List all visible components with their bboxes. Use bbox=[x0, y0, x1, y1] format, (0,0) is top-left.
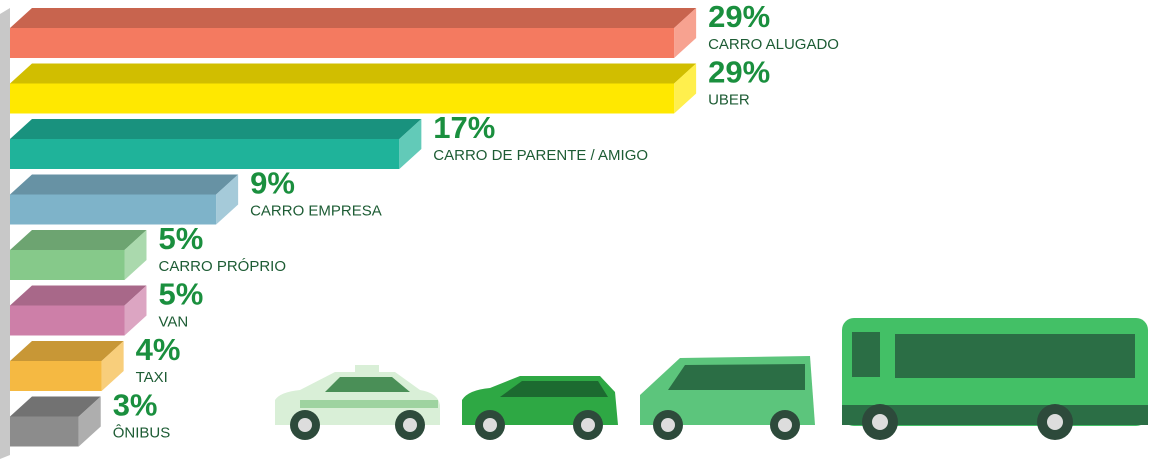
category-label: VAN bbox=[159, 313, 189, 330]
value-label: 29% bbox=[708, 55, 770, 90]
bar-front bbox=[10, 416, 79, 447]
bar-front bbox=[10, 361, 102, 391]
bar-side-shade bbox=[674, 63, 697, 114]
value-label: 5% bbox=[159, 277, 204, 312]
bar-front bbox=[10, 139, 400, 169]
bar-side bbox=[674, 63, 697, 114]
bar-top bbox=[10, 396, 101, 417]
bus-illustration bbox=[842, 318, 1148, 440]
bar-top-shade bbox=[10, 230, 147, 250]
bar bbox=[10, 8, 697, 58]
wall bbox=[0, 8, 10, 459]
category-label: CARRO DE PARENTE / AMIGO bbox=[433, 147, 648, 164]
bar-side-shade bbox=[101, 341, 124, 391]
bar-top bbox=[10, 119, 422, 139]
bar-side-shade bbox=[216, 174, 239, 225]
bar-side bbox=[674, 8, 697, 58]
bar-top-shade bbox=[10, 285, 147, 306]
bar-side bbox=[124, 230, 147, 280]
value-label: 3% bbox=[113, 388, 158, 423]
car-illustration bbox=[462, 376, 618, 440]
bar bbox=[10, 174, 239, 225]
value-label: 5% bbox=[159, 221, 204, 256]
value-label: 29% bbox=[708, 0, 770, 34]
category-label: ÔNIBUS bbox=[113, 424, 171, 441]
bar-front bbox=[10, 28, 675, 58]
bar-top bbox=[10, 174, 239, 195]
category-label: UBER bbox=[708, 91, 750, 108]
bar-top-shade bbox=[10, 119, 422, 139]
bar-top-shade bbox=[10, 63, 697, 84]
bar-top bbox=[10, 8, 697, 28]
bar bbox=[10, 230, 147, 280]
bar-top bbox=[10, 341, 124, 361]
bar-front bbox=[10, 83, 675, 114]
bar bbox=[10, 119, 422, 169]
bar bbox=[10, 63, 697, 114]
category-label: TAXI bbox=[136, 369, 168, 386]
bar-side-shade bbox=[124, 230, 147, 280]
bar bbox=[10, 341, 124, 391]
bar-top bbox=[10, 230, 147, 250]
bar bbox=[10, 396, 101, 447]
bar-side-shade bbox=[399, 119, 422, 169]
bar-side-shade bbox=[674, 8, 697, 58]
van-illustration bbox=[640, 356, 815, 440]
value-label: 4% bbox=[136, 332, 181, 367]
bar bbox=[10, 285, 147, 336]
category-label: CARRO PRÓPRIO bbox=[159, 258, 287, 275]
bar-side-shade bbox=[124, 285, 147, 336]
taxi-illustration bbox=[275, 365, 440, 440]
bar-side bbox=[216, 174, 239, 225]
category-label: CARRO EMPRESA bbox=[250, 202, 382, 219]
bar-front bbox=[10, 250, 125, 280]
bar-top bbox=[10, 63, 697, 84]
bar-top-shade bbox=[10, 341, 124, 361]
bar-side bbox=[124, 285, 147, 336]
value-label: 9% bbox=[250, 166, 295, 201]
bar-side bbox=[399, 119, 422, 169]
bar-side-shade bbox=[78, 396, 101, 447]
bar-top-shade bbox=[10, 396, 101, 417]
bar-top-shade bbox=[10, 8, 697, 28]
bar-front bbox=[10, 305, 125, 336]
bar-side bbox=[101, 341, 124, 391]
bar-top-shade bbox=[10, 174, 239, 195]
bar-top bbox=[10, 285, 147, 306]
bar-front bbox=[10, 194, 217, 225]
category-label: CARRO ALUGADO bbox=[708, 36, 839, 53]
value-label: 17% bbox=[433, 110, 495, 145]
bar-side bbox=[78, 396, 101, 447]
